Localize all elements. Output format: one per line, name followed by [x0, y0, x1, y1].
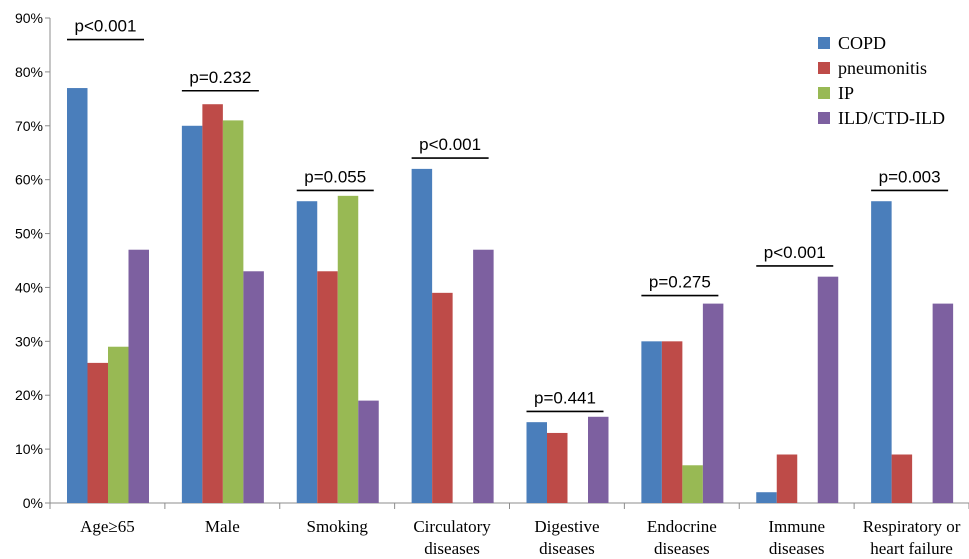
- y-tick-label: 0%: [23, 495, 43, 511]
- x-category-label: Immune diseases: [768, 517, 825, 554]
- bar-copd-7: [871, 201, 892, 503]
- p-value-label: p=0.275: [649, 273, 711, 292]
- x-category-label: Circulatory diseases: [413, 517, 491, 554]
- legend-label: IP: [838, 83, 854, 103]
- legend-label: pneumonitis: [838, 58, 927, 78]
- bar-ild-ctd-ild-4: [588, 416, 609, 503]
- y-tick-label: 10%: [15, 441, 43, 457]
- bar-ip-5: [682, 465, 703, 503]
- y-tick-label: 30%: [15, 333, 43, 349]
- y-tick-label: 40%: [15, 279, 43, 295]
- bar-copd-4: [526, 422, 547, 503]
- legend-label: COPD: [838, 33, 886, 53]
- p-value-label: p<0.001: [764, 243, 826, 262]
- legend-swatch: [818, 112, 830, 124]
- bar-ild-ctd-ild-7: [932, 303, 954, 503]
- y-tick-label: 90%: [15, 10, 43, 26]
- p-value-annotations: p<0.001 p=0.232 p=0.055 p<0.001 p=0.441 p=0.2…: [67, 17, 949, 413]
- p-value-label: p=0.003: [879, 167, 941, 186]
- bar-copd-0: [67, 88, 88, 504]
- p-value-label: p<0.001: [419, 135, 481, 154]
- bar-pneumonitis-7: [891, 454, 913, 503]
- y-tick-label: 60%: [15, 172, 43, 188]
- y-tick-label: 50%: [15, 226, 43, 242]
- axes: 0% 10% 20% 30% 40% 50% 60% 70% 80% 90% Age≥65 Male S…: [15, 10, 969, 558]
- bars: [67, 88, 954, 504]
- legend-label: ILD/CTD-ILD: [838, 108, 945, 128]
- bar-ild-ctd-ild-6: [817, 276, 839, 503]
- x-category-label: Respiratory or heart failure: [863, 517, 961, 554]
- bar-ip-1: [222, 120, 244, 503]
- x-category-label: Digestive diseases: [534, 517, 599, 554]
- bar-copd-2: [296, 201, 318, 503]
- bar-pneumonitis-4: [547, 432, 568, 503]
- bar-pneumonitis-3: [432, 292, 453, 503]
- bar-pneumonitis-1: [202, 104, 223, 503]
- x-category-label: Smoking: [306, 517, 368, 536]
- bar-ild-ctd-ild-2: [358, 400, 379, 503]
- y-tick-label: 70%: [15, 118, 43, 134]
- p-value-label: p=0.055: [304, 167, 366, 186]
- legend-swatch: [818, 87, 830, 99]
- bar-pneumonitis-0: [87, 362, 108, 503]
- bar-copd-5: [641, 341, 662, 503]
- bar-ild-ctd-ild-1: [243, 271, 264, 503]
- bar-ild-ctd-ild-5: [702, 303, 724, 503]
- x-category-label: Age≥65: [80, 517, 135, 536]
- bar-pneumonitis-6: [776, 454, 798, 503]
- bar-ild-ctd-ild-3: [473, 249, 494, 503]
- bar-copd-3: [411, 168, 433, 503]
- bar-pneumonitis-2: [317, 271, 338, 503]
- x-category-label: Male: [205, 517, 240, 536]
- legend-swatch: [818, 37, 830, 49]
- bar-pneumonitis-5: [661, 341, 683, 503]
- y-tick-label: 20%: [15, 387, 43, 403]
- bar-copd-6: [756, 492, 777, 503]
- bar-ild-ctd-ild-0: [128, 249, 149, 503]
- p-value-label: p=0.232: [189, 68, 251, 87]
- bar-copd-1: [181, 125, 203, 504]
- p-value-label: p<0.001: [75, 17, 137, 36]
- p-value-label: p=0.441: [534, 388, 596, 407]
- legend: COPD pneumonitis IP ILD/CTD-ILD: [818, 33, 945, 128]
- x-category-label: Endocrine diseases: [647, 517, 717, 554]
- bar-ip-2: [337, 195, 359, 504]
- y-tick-label: 80%: [15, 64, 43, 80]
- legend-swatch: [818, 62, 830, 74]
- bar-ip-0: [108, 346, 129, 503]
